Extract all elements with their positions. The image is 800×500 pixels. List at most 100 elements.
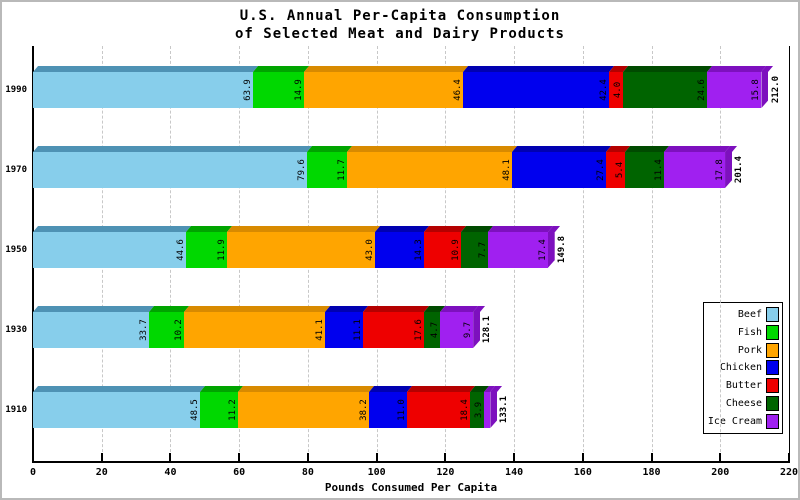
chart-subtitle: of Selected Meat and Dairy Products	[234, 26, 565, 42]
x-tick-mark	[375, 453, 378, 461]
x-tick-label: 220	[779, 467, 799, 478]
legend-entry-fish: Fish	[707, 325, 779, 341]
gridline	[720, 46, 722, 462]
bar-1910-segment-cheese: 3.9	[470, 392, 484, 428]
segment-value-label: 17.6	[413, 319, 424, 341]
bar-1950-segment-ice-cream: 17.4	[487, 232, 548, 268]
x-tick-label: 180	[642, 467, 661, 478]
segment-value-label: 11.1	[353, 319, 364, 341]
segment-value-label: 5.4	[614, 161, 625, 179]
legend-entry-beef: Beef	[707, 307, 779, 323]
x-tick-mark	[169, 453, 172, 461]
x-axis-line	[32, 461, 790, 463]
x-tick-label: 20	[95, 467, 108, 478]
x-tick-label: 160	[573, 467, 592, 478]
legend-swatch	[766, 342, 779, 358]
legend-label: Fish	[737, 327, 762, 339]
x-tick-label: 120	[436, 467, 455, 478]
legend-swatch	[766, 413, 779, 429]
bar-1970-segment-beef: 79.6	[33, 152, 307, 188]
legend-label: Ice Cream	[707, 415, 762, 427]
segment-value-label: 46.4	[453, 79, 464, 101]
bar-1950-total-label: 149.8	[557, 232, 567, 268]
bar-1970-endcap	[725, 152, 733, 188]
legend-entry-butter: Butter	[707, 378, 779, 394]
bar-1910-segment-ice-cream	[483, 392, 491, 428]
legend-label: Butter	[725, 380, 762, 392]
y-tick-label-1970: 1970	[5, 165, 27, 175]
x-tick-label: 140	[505, 467, 524, 478]
bar-1970-segment-butter: 5.4	[606, 152, 625, 188]
legend-entry-ice-cream: Ice Cream	[707, 413, 779, 429]
bar-1910-total-label: 133.1	[499, 392, 510, 428]
segment-value-label: 48.5	[189, 399, 200, 421]
y-tick-label-1950: 1950	[5, 245, 27, 255]
x-tick-mark	[513, 453, 516, 461]
bar-1910-segment-beef: 48.5	[33, 392, 200, 428]
bar-1930-endcap	[473, 312, 481, 348]
y-tick-label-1990: 1990	[5, 85, 27, 95]
segment-value-label: 14.9	[293, 79, 304, 101]
segment-value-label: 11.9	[217, 239, 228, 261]
segment-value-label: 9.7	[463, 321, 474, 339]
bar-1930-segment-pork: 41.1	[183, 312, 326, 348]
bar-1910-segment-butter: 18.4	[407, 392, 471, 428]
y-tick-label-1930: 1930	[5, 325, 27, 335]
segment-value-label: 4.0	[612, 81, 623, 99]
bar-1930-segment-ice-cream: 9.7	[439, 312, 474, 348]
bar-1970: 79.6 11.7 48.1 27.4 5.4 11.4 17.8	[33, 152, 733, 188]
bar-1990-segment-chicken: 42.4	[463, 72, 609, 108]
total-value-text: 201.4	[734, 156, 745, 184]
segment-value-label: 42.4	[598, 79, 609, 101]
legend-swatch	[766, 325, 779, 341]
bar-1930-total-label: 128.1	[482, 312, 492, 348]
legend-swatch	[766, 360, 779, 376]
segment-value-label: 33.7	[138, 319, 149, 341]
legend-label: Pork	[737, 344, 762, 356]
segment-value-label: 44.6	[176, 239, 187, 261]
gridline	[582, 46, 584, 462]
bar-1970-segment-pork: 48.1	[346, 152, 513, 188]
bar-1990-segment-cheese: 24.6	[622, 72, 708, 108]
bar-1990-total-label: 212.0	[771, 72, 781, 108]
chart-title: U.S. Annual Per-Capita Consumption	[239, 8, 561, 24]
segment-value-label: 11.2	[228, 399, 239, 421]
segment-value-label: 14.3	[414, 239, 425, 261]
bar-1950-segment-beef: 44.6	[33, 232, 187, 268]
bar-1950: 44.6 11.9 43.0 14.3 10.9 7.7 17.4	[33, 232, 555, 268]
segment-value-label: 43.0	[364, 239, 375, 261]
legend-entry-chicken: Chicken	[707, 360, 779, 376]
bar-1950-endcap	[547, 232, 555, 268]
legend-swatch	[766, 395, 779, 411]
total-value-text: 133.1	[499, 396, 510, 424]
x-tick-label: 80	[301, 467, 314, 478]
legend-box: Beef Fish Pork Chicken Butter Cheese Ice Cream	[703, 302, 783, 434]
bar-1990-endcap	[761, 72, 769, 108]
x-tick-mark	[581, 453, 584, 461]
x-tick-mark	[788, 453, 790, 461]
segment-value-label: 48.1	[502, 159, 513, 181]
bar-1930: 33.7 10.2 41.1 11.1 17.6 4.7 9.7	[33, 312, 481, 348]
bar-1930-segment-beef: 33.7	[33, 312, 149, 348]
segment-value-label: 17.8	[715, 159, 726, 181]
segment-value-label: 41.1	[315, 319, 326, 341]
bar-1990-segment-fish: 14.9	[252, 72, 304, 108]
segment-value-label: 3.9	[473, 401, 484, 419]
segment-value-label: 79.6	[296, 159, 307, 181]
bar-1930-segment-chicken: 11.1	[325, 312, 364, 348]
bar-1930-segment-butter: 17.6	[363, 312, 424, 348]
bar-1910-segment-chicken: 11.0	[369, 392, 408, 428]
bar-1910-segment-fish: 11.2	[199, 392, 239, 428]
segment-value-label: 17.4	[537, 239, 548, 261]
legend-label: Chicken	[719, 362, 762, 374]
x-tick-label: 200	[711, 467, 730, 478]
x-tick-label: 40	[164, 467, 177, 478]
bar-1990: 63.9 14.9 46.4 42.4 4.0 24.6 15.8	[33, 72, 769, 108]
segment-value-label: 18.4	[460, 399, 471, 421]
x-tick-mark	[719, 453, 722, 461]
x-tick-mark	[444, 453, 447, 461]
x-tick-mark	[32, 453, 34, 461]
legend-label: Beef	[737, 309, 762, 321]
segment-value-label: 63.9	[242, 79, 253, 101]
